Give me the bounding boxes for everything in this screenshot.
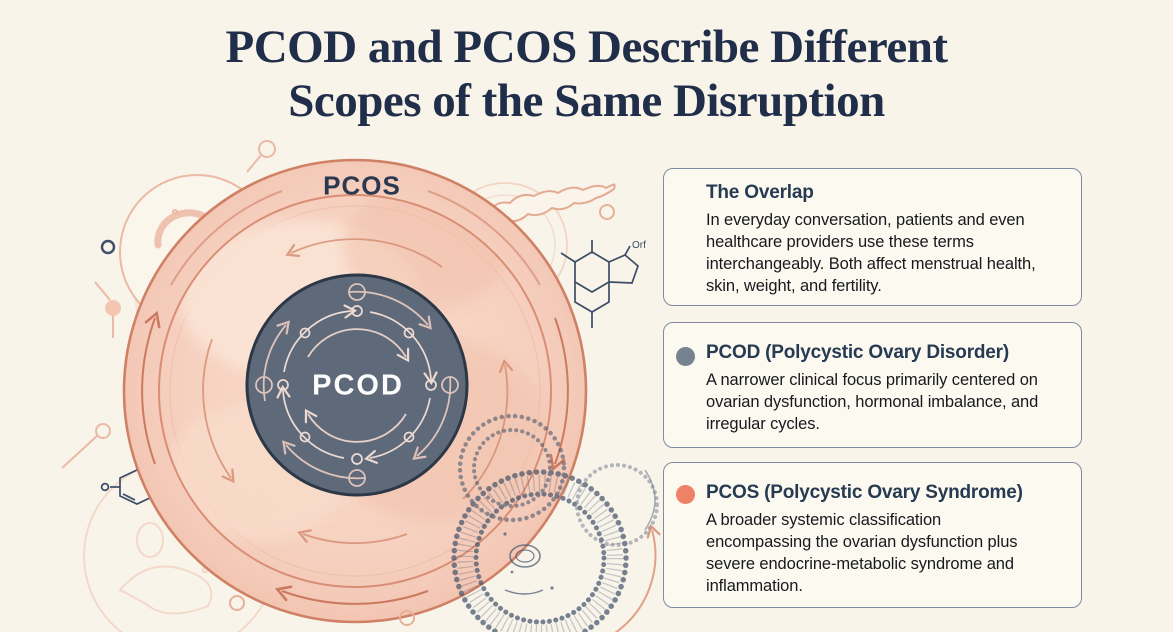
card-pcod-body: A narrower clinical focus primarily cent… <box>706 371 1039 433</box>
card-pcos-heading: PCOS (Polycystic Ovary Syndrome) <box>706 482 1023 503</box>
page-title: PCOD and PCOS Describe Different Scopes … <box>0 20 1173 128</box>
card-pcod-heading: PCOD (Polycystic Ovary Disorder) <box>706 342 1009 363</box>
outer-cycle-arrows <box>141 190 569 605</box>
pcod-ring-outer <box>255 283 459 487</box>
pcos-bullet-icon <box>676 485 695 504</box>
pcod-ring-middle <box>276 304 438 465</box>
inner-circle-label: PCOD <box>312 369 404 402</box>
title-line-2: Scopes of the Same Disruption <box>288 75 885 127</box>
card-pcos: PCOS (Polycystic Ovary Syndrome) A broad… <box>663 462 1082 608</box>
membrane-illustration-bottom-right <box>451 413 659 632</box>
card-pcos-body: A broader systemic classification encomp… <box>706 511 1018 595</box>
outer-circle-label: PCOS <box>323 170 401 201</box>
card-overlap-body: In everyday conversation, patients and e… <box>706 211 1036 295</box>
small-navy-circle-decor <box>100 239 116 255</box>
steroid-molecule-top-right: Orf <box>560 240 646 328</box>
molecule-caption: Orf <box>632 240 646 251</box>
card-pcod: PCOD (Polycystic Ovary Disorder) A narro… <box>663 322 1082 448</box>
inner-circle-pcod <box>245 273 469 497</box>
card-overlap: The Overlap In everyday conversation, pa… <box>663 168 1082 306</box>
salmon-accent-decor <box>229 204 661 632</box>
inner-cycle-arrows <box>202 238 514 544</box>
pcod-bullet-icon <box>676 347 695 366</box>
card-overlap-heading: The Overlap <box>706 182 814 203</box>
title-line-1: PCOD and PCOS Describe Different <box>225 21 948 73</box>
pcod-ring-inner <box>304 328 410 443</box>
